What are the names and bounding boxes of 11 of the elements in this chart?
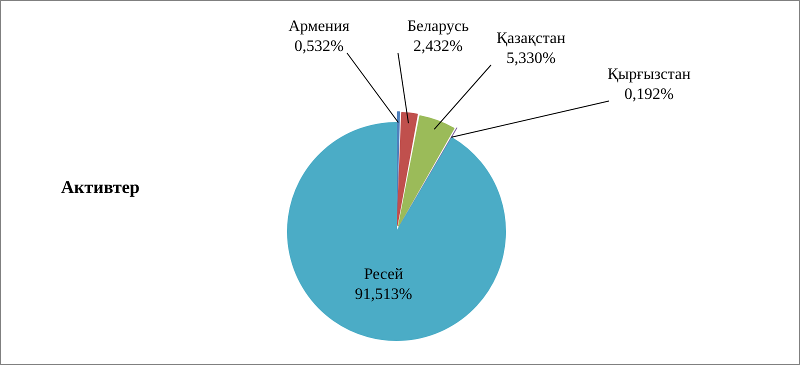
data-label: 91,513% [354, 286, 412, 303]
slice-label: Қырғызстан [607, 66, 691, 83]
text: Активтер [61, 177, 140, 198]
slice-label: Армения [288, 18, 350, 35]
data-label: 2,432% [413, 38, 463, 55]
slice-label: Ресей [364, 266, 404, 283]
data-label: 5,330% [506, 50, 556, 67]
slice-label: Қазақстан [496, 30, 566, 47]
data-label: 0,192% [624, 86, 674, 103]
slice-label: Беларусь [407, 18, 469, 35]
data-label: 0,532% [294, 38, 344, 55]
